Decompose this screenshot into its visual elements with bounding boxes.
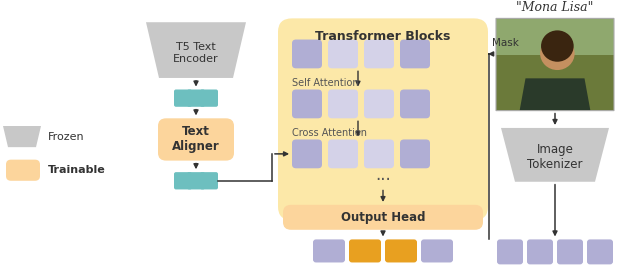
FancyBboxPatch shape — [158, 118, 234, 161]
FancyBboxPatch shape — [174, 90, 192, 107]
Text: Transformer Blocks: Transformer Blocks — [316, 30, 451, 43]
FancyBboxPatch shape — [527, 239, 553, 264]
FancyBboxPatch shape — [292, 39, 322, 68]
Text: Output Head: Output Head — [340, 211, 425, 224]
Text: "Mona Lisa": "Mona Lisa" — [516, 1, 594, 14]
FancyBboxPatch shape — [400, 90, 430, 118]
Text: Cross Attention: Cross Attention — [292, 128, 367, 138]
Text: Frozen: Frozen — [48, 132, 84, 142]
Text: Trainable: Trainable — [48, 165, 106, 175]
Text: Text
Aligner: Text Aligner — [172, 125, 220, 153]
FancyBboxPatch shape — [496, 18, 614, 111]
Circle shape — [541, 30, 573, 62]
FancyBboxPatch shape — [364, 90, 394, 118]
FancyBboxPatch shape — [200, 172, 218, 189]
FancyBboxPatch shape — [421, 239, 453, 262]
FancyBboxPatch shape — [364, 139, 394, 168]
FancyBboxPatch shape — [328, 139, 358, 168]
FancyBboxPatch shape — [313, 239, 345, 262]
FancyBboxPatch shape — [283, 205, 483, 230]
FancyBboxPatch shape — [187, 172, 205, 189]
FancyBboxPatch shape — [200, 90, 218, 107]
FancyBboxPatch shape — [497, 239, 523, 264]
Polygon shape — [146, 22, 246, 78]
FancyBboxPatch shape — [292, 139, 322, 168]
FancyBboxPatch shape — [187, 90, 205, 107]
Text: Image
Tokenizer: Image Tokenizer — [527, 143, 583, 171]
FancyBboxPatch shape — [174, 172, 192, 189]
FancyBboxPatch shape — [557, 239, 583, 264]
FancyBboxPatch shape — [328, 39, 358, 68]
FancyBboxPatch shape — [328, 90, 358, 118]
FancyBboxPatch shape — [6, 160, 40, 181]
FancyBboxPatch shape — [400, 139, 430, 168]
Text: Mask: Mask — [492, 38, 519, 48]
FancyBboxPatch shape — [587, 239, 613, 264]
FancyBboxPatch shape — [349, 239, 381, 262]
FancyBboxPatch shape — [292, 90, 322, 118]
FancyBboxPatch shape — [364, 39, 394, 68]
Text: T5 Text
Encoder: T5 Text Encoder — [173, 42, 219, 64]
Polygon shape — [520, 78, 590, 111]
FancyBboxPatch shape — [400, 39, 430, 68]
FancyBboxPatch shape — [496, 18, 614, 55]
Circle shape — [540, 37, 575, 70]
Text: ···: ··· — [375, 171, 391, 189]
Text: Self Attention: Self Attention — [292, 78, 358, 88]
Polygon shape — [501, 128, 609, 182]
FancyBboxPatch shape — [385, 239, 417, 262]
Polygon shape — [3, 126, 41, 147]
FancyBboxPatch shape — [278, 18, 488, 220]
